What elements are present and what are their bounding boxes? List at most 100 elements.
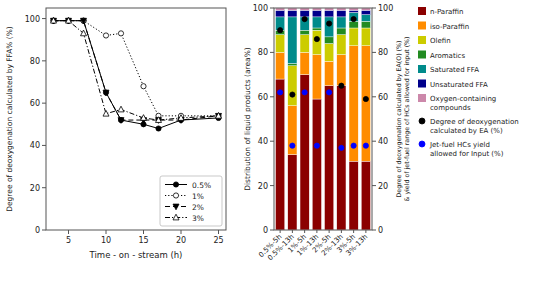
y-axis-label: Distribution of liquid products (area%) (243, 47, 252, 191)
legend-marker (419, 118, 425, 124)
bar-segment (312, 28, 321, 30)
y-tick-label: 60 (30, 99, 40, 108)
bar-segment (312, 10, 321, 17)
bar-segment (288, 155, 297, 230)
marker (103, 90, 108, 95)
text-line: Jet-fuel HCs yield (429, 141, 490, 149)
bar-segment (361, 28, 370, 46)
text-line: & yield of jet-fuel range of HCs allowed… (403, 36, 411, 201)
legend-label: Jet-fuel HCs yieldallowed for Input (%) (429, 141, 504, 158)
series-line (54, 21, 219, 129)
line-chart: 510152025020406080100Time - on - stream … (5, 8, 226, 260)
marker (363, 143, 368, 148)
y-tick-label: 0 (263, 226, 268, 235)
y-axis-label: Degree of deoxygenation calculated by FF… (5, 26, 14, 212)
y-tick-label: 0 (35, 226, 40, 235)
y-tick (270, 8, 274, 9)
legend: 0.5%1%2%3% (160, 176, 222, 226)
y2-tick (372, 8, 376, 9)
marker (351, 143, 356, 148)
bar-segment (349, 161, 358, 230)
bar-segment (325, 61, 334, 85)
bar-segment (312, 55, 321, 99)
marker (118, 117, 123, 122)
series-line (54, 21, 219, 120)
y2-tick-label: 80 (378, 48, 388, 57)
bar-segment (337, 35, 346, 55)
bar-segment (300, 52, 309, 74)
bar-segment (325, 86, 334, 230)
y-tick (270, 96, 274, 97)
legend-swatch (418, 7, 426, 15)
bar-segment (276, 79, 285, 230)
x-tick (292, 230, 293, 233)
x-tick (304, 230, 305, 233)
marker (141, 115, 147, 121)
x-tick (353, 230, 354, 233)
marker (351, 17, 356, 22)
marker (51, 17, 57, 23)
marker (141, 84, 146, 89)
marker (51, 18, 56, 23)
marker (118, 31, 123, 36)
y-tick (42, 145, 46, 146)
y-tick (42, 187, 46, 188)
bar-segment (349, 10, 358, 12)
bar-segment (349, 21, 358, 28)
marker (216, 113, 222, 119)
legend: n-Paraffiniso-ParaffinOlefinAromaticsSat… (418, 7, 519, 158)
marker (103, 90, 109, 96)
text-line: calculated by EA (%) (430, 127, 503, 135)
bar-segment (337, 17, 346, 28)
y-tick (42, 103, 46, 104)
bar-segment (300, 75, 309, 230)
marker (314, 143, 319, 148)
y-tick (270, 52, 274, 53)
x-tick (316, 230, 317, 233)
marker (302, 17, 307, 22)
marker (66, 17, 72, 23)
bar-segment (325, 10, 334, 17)
bar-segment (288, 106, 297, 155)
legend-label: Unsaturated FFA (430, 81, 488, 89)
bar-segment (288, 17, 297, 64)
x-tick-label: 25 (213, 236, 223, 245)
y2-tick (372, 230, 376, 231)
marker (314, 36, 319, 41)
legend-label: Degree of deoxygenationcalculated by EA … (430, 118, 519, 135)
marker (290, 143, 295, 148)
y-tick-label: 40 (258, 137, 268, 146)
marker (66, 18, 71, 23)
marker (81, 30, 87, 36)
bar-segment (349, 28, 358, 46)
y-tick-label: 60 (258, 93, 268, 102)
legend-swatch (418, 36, 426, 44)
marker (216, 113, 221, 118)
legend-label: Oxygen-containingcompounds (430, 95, 496, 112)
legend-swatch (418, 22, 426, 30)
text-line: Degree of deoxygenation calculated by EA… (395, 40, 403, 197)
bar-chart: 0.5%-5h0.5%-13h1%-5h1%-13h2%-5h2%-13h3%-… (243, 4, 519, 262)
bar-segment (337, 86, 346, 230)
bar-segment (361, 21, 370, 28)
x-tick (68, 230, 69, 234)
plot-frame (274, 8, 372, 230)
legend-swatch (418, 65, 426, 73)
marker (173, 214, 179, 220)
bar-segment (276, 10, 285, 17)
bar-segment (361, 10, 370, 14)
text-line: allowed for Input (%) (430, 150, 504, 158)
legend-label: 3% (192, 214, 204, 223)
y2-tick (372, 185, 376, 186)
bar-segment (288, 64, 297, 66)
marker (103, 33, 108, 38)
bar-segment (337, 28, 346, 35)
bar-segment (337, 55, 346, 86)
y-tick-label: 100 (25, 15, 40, 24)
y2-tick (372, 96, 376, 97)
y-tick-label: 80 (30, 57, 40, 66)
y-tick-label: 100 (253, 4, 268, 13)
marker (363, 96, 368, 101)
marker (173, 182, 178, 187)
x-tick (329, 230, 330, 233)
